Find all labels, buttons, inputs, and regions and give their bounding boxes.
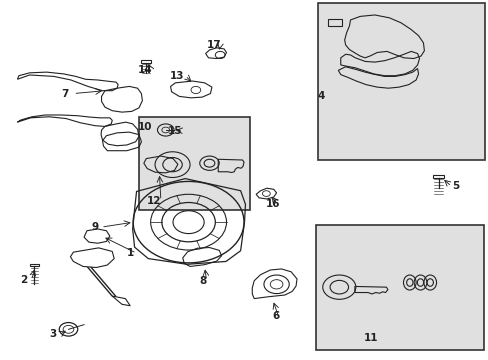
Text: 13: 13 xyxy=(170,71,184,81)
Text: 11: 11 xyxy=(363,333,377,343)
Text: 4: 4 xyxy=(317,91,325,101)
Text: 3: 3 xyxy=(49,329,56,339)
Text: 17: 17 xyxy=(206,40,221,50)
Text: 15: 15 xyxy=(168,126,183,136)
Text: 8: 8 xyxy=(199,276,206,286)
Text: 12: 12 xyxy=(147,196,162,206)
Text: 14: 14 xyxy=(137,65,152,75)
Text: 1: 1 xyxy=(126,248,134,258)
Text: 10: 10 xyxy=(137,122,152,132)
Text: 9: 9 xyxy=(91,222,98,232)
Text: 2: 2 xyxy=(20,275,27,285)
Text: 5: 5 xyxy=(451,181,459,192)
Text: 16: 16 xyxy=(265,199,279,209)
Bar xyxy=(318,3,484,160)
Bar xyxy=(316,225,483,350)
Text: 6: 6 xyxy=(272,311,279,321)
Bar xyxy=(139,117,249,210)
Text: 7: 7 xyxy=(61,89,68,99)
